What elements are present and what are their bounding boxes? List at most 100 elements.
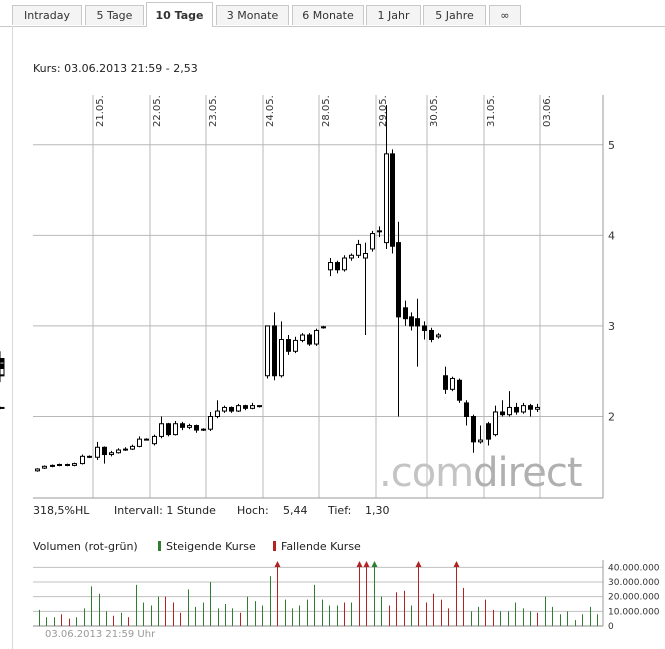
tab-1-jahr[interactable]: 1 Jahr [366, 5, 421, 25]
falling-legend: Fallende Kurse [273, 540, 361, 553]
candle-body [450, 377, 455, 390]
comdirect-watermark: .comdirect [379, 450, 583, 496]
low-value: 1,30 [365, 504, 390, 517]
volume-tick-label: 0 [608, 622, 614, 632]
volume-overflow-arrow [274, 561, 281, 567]
low-label: Tief: [328, 504, 352, 517]
candle-body [50, 464, 55, 467]
candle-body [521, 405, 526, 413]
chart-frame [12, 26, 665, 649]
candle-body [123, 448, 128, 451]
candle-body [363, 252, 368, 259]
tab-intraday[interactable]: Intraday [12, 5, 82, 25]
candle-body [137, 438, 142, 447]
candle-body [396, 242, 401, 318]
candle-body [265, 325, 270, 377]
candle-body [328, 262, 333, 271]
candle-body [57, 463, 62, 466]
candle-body [194, 425, 199, 431]
tab-6-monate[interactable]: 6 Monate [292, 5, 364, 25]
high-value: 5,44 [283, 504, 308, 517]
candle-body [422, 325, 427, 331]
y-tick-label: 4 [608, 229, 615, 242]
candle-body [314, 329, 319, 345]
candle-body [95, 446, 100, 458]
candle-body [173, 423, 178, 436]
x-tick-label: 22.05. [152, 95, 163, 127]
candle-body [222, 406, 227, 412]
candle-body [250, 405, 255, 409]
candle-body [384, 153, 389, 244]
candle-body [116, 449, 121, 454]
candle-body [356, 243, 361, 256]
footer-timestamp: 03.06.2013 21:59 Uhr [45, 629, 156, 640]
rising-swatch [158, 541, 161, 551]
candle-body [409, 316, 414, 327]
candle-body [72, 463, 77, 466]
candle-body [493, 411, 498, 436]
candle-body [321, 326, 326, 329]
candle-body [229, 406, 234, 412]
rising-legend: Steigende Kurse [158, 540, 256, 553]
candle-body [272, 325, 277, 377]
volume-tick-label: 20.000.000 [608, 593, 660, 603]
candle-body [215, 410, 220, 417]
x-tick-label: 29.05. [378, 95, 389, 127]
y-tick-label: 5 [608, 139, 615, 152]
candle-body [0, 406, 5, 409]
change-percent: 318,5%HL [33, 504, 90, 517]
candle-body [208, 415, 213, 430]
candle-body [130, 445, 135, 450]
falling-swatch [273, 541, 276, 551]
candle-body [279, 339, 284, 377]
candle-body [415, 318, 420, 327]
candle-body [528, 405, 533, 410]
volume-overflow-arrow [415, 561, 422, 567]
kurs-label: Kurs: 03.06.2013 21:59 - 2,53 [33, 62, 198, 75]
x-tick-label: 31.05. [486, 95, 497, 127]
tab-10-tage[interactable]: 10 Tage [146, 2, 213, 27]
volume-overflow-arrow [453, 561, 460, 567]
candle-body [514, 406, 519, 413]
candle-body [377, 230, 382, 233]
candle-body [159, 423, 164, 437]
candle-body [243, 405, 248, 409]
candle-body [307, 334, 312, 345]
candle-body [335, 262, 340, 271]
candle-body [35, 468, 40, 472]
candle-body [507, 406, 512, 416]
candle-body [471, 415, 476, 443]
candle-body [535, 406, 540, 410]
candle-body [102, 446, 107, 456]
candle-body [457, 379, 462, 401]
candle-body [486, 423, 491, 440]
tab-max[interactable]: ∞ [489, 5, 521, 25]
candle-body [436, 334, 441, 338]
candle-body [187, 425, 192, 428]
volume-overflow-arrow [356, 561, 363, 567]
volume-tick-label: 10.000.000 [608, 607, 660, 617]
tab-3-monate[interactable]: 3 Monate [216, 5, 289, 25]
candle-body [257, 405, 262, 408]
high-label: Hoch: [237, 504, 269, 517]
candle-body [429, 329, 434, 341]
candle-body [42, 465, 47, 469]
candle-body [144, 438, 149, 441]
y-tick-label: 3 [608, 320, 615, 333]
candle-body [286, 339, 291, 352]
candle-body [166, 423, 171, 436]
candle-body [80, 455, 85, 465]
candle-body [443, 375, 448, 390]
candle-body [500, 411, 505, 416]
candle-body [65, 463, 70, 466]
candle-body [201, 428, 206, 431]
candle-body [464, 402, 469, 417]
candle-body [152, 435, 157, 445]
x-tick-label: 30.05. [429, 95, 440, 127]
tab-5-jahre[interactable]: 5 Jahre [423, 5, 486, 25]
tab-5-tage[interactable]: 5 Tage [85, 5, 144, 25]
candle-body [236, 405, 241, 412]
candle-body [349, 254, 354, 259]
candle-body [180, 423, 185, 428]
